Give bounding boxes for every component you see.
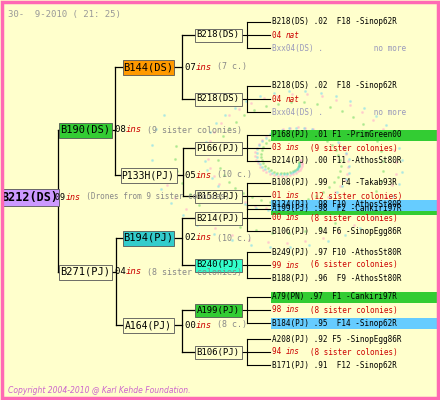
Text: 03: 03 (272, 144, 290, 152)
Text: ins: ins (286, 144, 300, 152)
Text: ins: ins (196, 234, 212, 242)
Text: (8 sister colonies): (8 sister colonies) (297, 306, 398, 314)
Text: 04: 04 (115, 268, 131, 276)
Text: (9 sister colonies): (9 sister colonies) (297, 144, 398, 152)
FancyBboxPatch shape (271, 130, 440, 140)
FancyBboxPatch shape (194, 142, 242, 154)
Text: P168(PJ) .01 F1 -PrimGreen00: P168(PJ) .01 F1 -PrimGreen00 (272, 130, 401, 140)
Text: 07: 07 (185, 62, 201, 72)
Text: ins: ins (196, 62, 212, 72)
Text: 98: 98 (272, 306, 290, 314)
Text: Bxx04(DS) .           no more: Bxx04(DS) . no more (272, 44, 406, 52)
Text: B188(PJ) .96  F9 -AthosSt80R: B188(PJ) .96 F9 -AthosSt80R (272, 274, 401, 282)
Text: A79(PN) .97  F1 -Cankiri97R: A79(PN) .97 F1 -Cankiri97R (272, 292, 397, 302)
Text: 04: 04 (272, 30, 290, 40)
FancyBboxPatch shape (194, 258, 242, 272)
Text: (8 sister colonies): (8 sister colonies) (137, 268, 242, 276)
Text: B218(DS) .02  F18 -Sinop62R: B218(DS) .02 F18 -Sinop62R (272, 18, 397, 26)
Text: ins: ins (286, 306, 300, 314)
FancyBboxPatch shape (122, 318, 173, 332)
Text: 94: 94 (272, 348, 290, 356)
Text: 00: 00 (185, 320, 201, 330)
Text: B218(DS): B218(DS) (197, 94, 239, 104)
FancyBboxPatch shape (271, 200, 440, 210)
Text: ins: ins (286, 260, 300, 270)
Text: nat: nat (286, 30, 300, 40)
Text: 08: 08 (115, 126, 131, 134)
FancyBboxPatch shape (1, 188, 59, 206)
Text: B249(PJ) .97 F10 -AthosSt80R: B249(PJ) .97 F10 -AthosSt80R (272, 248, 401, 256)
Text: A164(PJ): A164(PJ) (125, 320, 172, 330)
FancyBboxPatch shape (121, 168, 176, 182)
Text: B214(PJ) .00 F11 -AthosSt80R: B214(PJ) .00 F11 -AthosSt80R (272, 156, 401, 166)
Text: B218(DS): B218(DS) (197, 30, 239, 40)
FancyBboxPatch shape (194, 92, 242, 106)
Text: (6 sister colonies): (6 sister colonies) (297, 260, 398, 270)
Text: (10 c.): (10 c.) (207, 170, 252, 180)
Text: B271(PJ): B271(PJ) (60, 267, 110, 277)
Text: ins: ins (196, 320, 212, 330)
Text: A199(PJ) .98  F2 -Cankiri97R: A199(PJ) .98 F2 -Cankiri97R (272, 204, 401, 214)
Text: B218(DS) .02  F18 -Sinop62R: B218(DS) .02 F18 -Sinop62R (272, 82, 397, 90)
FancyBboxPatch shape (271, 292, 440, 302)
Text: 30-  9-2010 ( 21: 25): 30- 9-2010 ( 21: 25) (8, 10, 121, 19)
FancyBboxPatch shape (59, 264, 111, 280)
Text: (7 c.): (7 c.) (207, 62, 247, 72)
Text: Copyright 2004-2010 @ Karl Kehde Foundation.: Copyright 2004-2010 @ Karl Kehde Foundat… (8, 386, 191, 395)
Text: B214(PJ): B214(PJ) (197, 214, 239, 222)
Text: (8 sister colonies): (8 sister colonies) (297, 214, 398, 222)
FancyBboxPatch shape (122, 60, 173, 74)
Text: 00: 00 (272, 214, 290, 222)
Text: A199(PJ): A199(PJ) (197, 306, 239, 314)
Text: B106(PJ): B106(PJ) (197, 348, 239, 356)
FancyBboxPatch shape (194, 190, 242, 202)
Text: (12 sister colonies): (12 sister colonies) (297, 192, 403, 200)
Text: ins: ins (286, 214, 300, 222)
Text: ins: ins (66, 192, 81, 202)
FancyBboxPatch shape (271, 318, 440, 328)
Text: P166(PJ): P166(PJ) (197, 144, 239, 152)
Text: 02: 02 (185, 234, 201, 242)
Text: ins: ins (286, 348, 300, 356)
Text: P133H(PJ): P133H(PJ) (121, 170, 174, 180)
FancyBboxPatch shape (122, 230, 173, 246)
Text: ins: ins (196, 170, 212, 180)
Text: ins: ins (286, 192, 300, 200)
FancyBboxPatch shape (271, 204, 440, 214)
Text: B184(PJ) .95  F14 -Sinop62R: B184(PJ) .95 F14 -Sinop62R (272, 318, 397, 328)
Text: ins: ins (126, 126, 142, 134)
Text: (8 sister colonies): (8 sister colonies) (297, 348, 398, 356)
Text: B190(DS): B190(DS) (60, 125, 110, 135)
Text: ins: ins (126, 268, 142, 276)
Text: B194(PJ): B194(PJ) (123, 233, 173, 243)
Text: 04: 04 (272, 94, 290, 104)
Text: 01: 01 (272, 192, 290, 200)
Text: (Drones from 9 sister colonies): (Drones from 9 sister colonies) (77, 192, 230, 202)
FancyBboxPatch shape (194, 346, 242, 358)
Text: B212(DS): B212(DS) (1, 190, 59, 204)
FancyBboxPatch shape (194, 28, 242, 42)
Text: 05: 05 (185, 170, 201, 180)
Text: A208(PJ) .92 F5 -SinopEgg86R: A208(PJ) .92 F5 -SinopEgg86R (272, 334, 401, 344)
FancyBboxPatch shape (194, 212, 242, 224)
Text: B108(PJ) .99   F4 -Takab93R: B108(PJ) .99 F4 -Takab93R (272, 178, 397, 188)
Text: 99: 99 (272, 260, 290, 270)
Text: (8 c.): (8 c.) (207, 320, 247, 330)
Text: Bxx04(DS) .           no more: Bxx04(DS) . no more (272, 108, 406, 116)
Text: B171(PJ) .91  F12 -Sinop62R: B171(PJ) .91 F12 -Sinop62R (272, 360, 397, 370)
Text: nat: nat (286, 94, 300, 104)
FancyBboxPatch shape (59, 122, 111, 138)
Text: B240(PJ): B240(PJ) (197, 260, 239, 270)
Text: (9 sister colonies): (9 sister colonies) (137, 126, 242, 134)
Text: B144(DS): B144(DS) (123, 62, 173, 72)
FancyBboxPatch shape (194, 304, 242, 316)
Text: B134(PJ) .98 F10 -AthosSt80R: B134(PJ) .98 F10 -AthosSt80R (272, 200, 401, 210)
Text: 09: 09 (55, 192, 70, 202)
Text: B106(PJ) .94 F6 -SinopEgg86R: B106(PJ) .94 F6 -SinopEgg86R (272, 226, 401, 236)
Text: (10 c.): (10 c.) (207, 234, 252, 242)
Text: B158(PJ): B158(PJ) (197, 192, 239, 200)
